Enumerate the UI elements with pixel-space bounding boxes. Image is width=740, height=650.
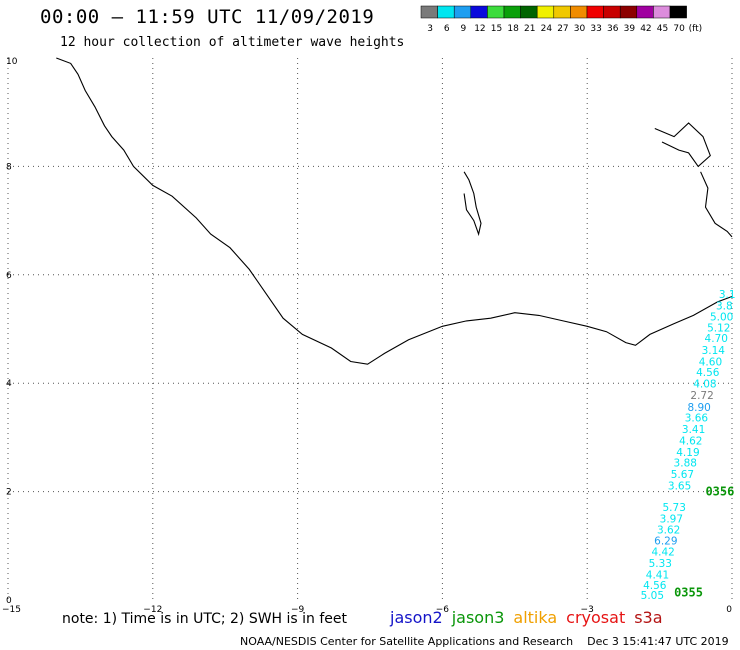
colorbar-swatch <box>520 5 538 19</box>
wave-height-value: 4.56 <box>696 367 720 379</box>
colorbar-label: 21 <box>524 24 535 34</box>
colorbar-label: 33 <box>590 24 601 34</box>
credit-text: NOAA/NESDIS Center for Satellite Applica… <box>240 635 574 648</box>
x-tick-label: −9 <box>291 605 305 615</box>
colorbar-swatch <box>553 5 571 19</box>
coastline-lake-volta <box>700 171 733 238</box>
x-tick-label: −12 <box>143 605 162 615</box>
colorbar-swatch <box>669 5 687 19</box>
pass-time-label: 0355 <box>674 586 703 600</box>
map-subtitle: 12 hour collection of altimeter wave hei… <box>60 35 405 50</box>
colorbar-swatch <box>437 5 455 19</box>
map-title: 00:00 – 11:59 UTC 11/09/2019 <box>40 6 375 28</box>
colorbar-label: 24 <box>541 24 553 34</box>
y-tick-label: 8 <box>6 162 12 172</box>
wave-height-value: 2.72 <box>690 390 713 402</box>
wave-height-value: 4.08 <box>693 379 716 391</box>
coastline-kossou-lake <box>463 171 482 237</box>
y-tick-label: 4 <box>6 379 12 389</box>
pass-time-label: 0356 <box>705 484 734 498</box>
wave-height-value: 4.56 <box>643 580 667 592</box>
wave-height-value: 3.8 <box>716 300 733 312</box>
coastline-main <box>56 57 733 365</box>
wave-height-value: 3.14 <box>702 345 726 357</box>
wave-height-value: 5.00 <box>710 311 733 323</box>
wave-height-value: 3.66 <box>685 413 709 425</box>
legend-cryosat: cryosat <box>566 608 626 627</box>
colorbar-swatch <box>536 5 555 19</box>
wave-height-value: 5.33 <box>649 558 672 570</box>
colorbar-label: 42 <box>640 24 651 34</box>
colorbar-label: 9 <box>460 24 466 34</box>
wave-height-value: 3.65 <box>668 480 691 492</box>
colorbar-label: 6 <box>444 24 450 34</box>
legend-jason2: jason2 <box>390 608 443 627</box>
footer-note: note: 1) Time is in UTC; 2) SWH is in fe… <box>62 611 348 627</box>
colorbar-swatch <box>653 5 671 19</box>
colorbar-swatch <box>470 5 488 19</box>
footer-credit: NOAA/NESDIS Center for Satellite Applica… <box>240 635 729 648</box>
wave-height-value: 6.29 <box>654 536 677 548</box>
wave-height-value: 5.73 <box>663 502 686 514</box>
wave-height-value: 4.42 <box>651 547 674 559</box>
colorbar-label: 18 <box>507 24 519 34</box>
map-grid <box>7 58 733 600</box>
wave-height-value: 5.12 <box>707 323 730 335</box>
colorbar-label: 27 <box>557 24 568 34</box>
x-tick-label: 0 <box>726 605 732 615</box>
wave-height-value: 4.60 <box>699 356 722 368</box>
colorbar-label: 15 <box>491 24 502 34</box>
wave-height-value: 4.41 <box>646 569 669 581</box>
y-tick-label: 2 <box>6 488 12 498</box>
colorbar-label: 39 <box>624 24 636 34</box>
y-tick-label: 10 <box>6 57 18 67</box>
colorbar-label: 3 <box>427 24 433 34</box>
legend-jason3: jason3 <box>451 608 505 627</box>
wave-height-value: 3.41 <box>682 424 705 436</box>
x-tick-label: −15 <box>2 605 21 615</box>
wave-height-value: 3.62 <box>657 524 680 536</box>
wave-height-value: 5.05 <box>641 590 664 602</box>
colorbar-swatch <box>453 5 472 19</box>
colorbar-swatch <box>619 5 638 19</box>
satellite-legend: jason2 jason3 altika cryosat s3a <box>390 608 672 627</box>
legend-s3a: s3a <box>634 608 663 627</box>
colorbar-label: 70 <box>673 24 685 34</box>
colorbar-label: 36 <box>607 24 619 34</box>
wave-height-value: 4.19 <box>676 447 699 459</box>
colorbar-swatch <box>503 5 521 19</box>
colorbar-swatch <box>586 5 604 19</box>
wave-height-value: 4.70 <box>705 333 728 345</box>
coastline-lake-volta-north <box>654 122 711 168</box>
wave-height-value: 5.67 <box>671 469 694 481</box>
wave-height-value: 4.62 <box>679 435 702 447</box>
x-tick-label: −3 <box>581 605 594 615</box>
wave-height-value: 3.1 <box>719 289 736 301</box>
wave-height-value: 3.97 <box>660 513 683 525</box>
colorbar-swatch <box>487 5 505 19</box>
colorbar-label: 12 <box>474 24 485 34</box>
wave-height-value: 3.88 <box>674 458 697 470</box>
map-axes: −15 −12 −9 −6 −3 0 0 2 4 6 8 10 <box>2 57 732 615</box>
coastline <box>56 57 733 365</box>
y-tick-label: 6 <box>6 271 12 281</box>
colorbar-label: 45 <box>657 24 668 34</box>
generated-timestamp: Dec 3 15:41:47 UTC 2019 <box>587 635 729 648</box>
colorbar-swatch <box>570 5 588 19</box>
satellite-track: 3.13.85.005.124.703.144.604.564.082.728.… <box>641 289 736 602</box>
colorbar-legend: 3 6 9 12 15 18 21 24 27 30 33 36 39 42 45 70 (ft) <box>420 5 703 34</box>
wave-height-value: 8.90 <box>687 402 710 414</box>
colorbar-label: 30 <box>574 24 586 34</box>
colorbar-swatch <box>636 5 654 19</box>
colorbar-swatch <box>603 5 621 19</box>
y-tick-label: 0 <box>6 596 12 606</box>
colorbar-swatch <box>420 5 438 19</box>
colorbar-unit: (ft) <box>689 24 703 34</box>
legend-altika: altika <box>513 608 558 627</box>
x-tick-label: −6 <box>436 605 450 615</box>
